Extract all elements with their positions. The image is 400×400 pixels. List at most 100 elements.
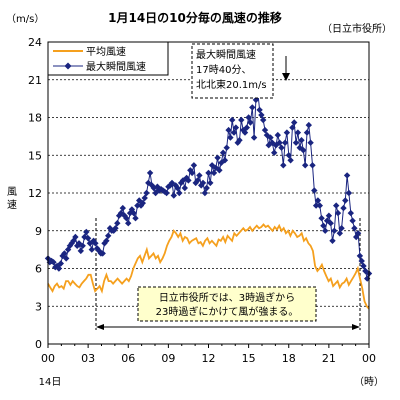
max-gust-point	[260, 116, 267, 124]
y-tick-label: 0	[35, 338, 42, 351]
max-gust-point	[305, 121, 312, 129]
max-gust-point	[216, 167, 223, 174]
max-gust-point	[347, 209, 354, 217]
legend-avg-label: 平均風速	[86, 46, 126, 58]
max-gust-point	[170, 192, 177, 199]
max-gust-point	[188, 169, 196, 177]
x-tick-label: 18	[282, 352, 296, 365]
period-arrow-left-head	[96, 324, 104, 330]
max-gust-point	[146, 169, 154, 177]
max-gust-point	[249, 104, 256, 111]
max-gust-point	[201, 189, 209, 197]
max-gust-point	[81, 233, 88, 241]
max-gust-point	[343, 172, 351, 179]
max-gust-point	[349, 217, 356, 224]
max-gust-point	[325, 212, 333, 219]
max-gust-point	[92, 240, 99, 247]
max-gust-point	[322, 227, 329, 234]
max-gust-point	[230, 129, 238, 136]
max-gust-point	[302, 162, 309, 169]
x-tick-label: 06	[121, 352, 135, 365]
max-gust-point	[345, 189, 353, 197]
x-tick-label: 00	[41, 352, 55, 365]
max-gust-point	[285, 152, 292, 159]
max-gust-point	[241, 129, 249, 136]
max-gust-point	[210, 169, 218, 177]
max-gust-point	[252, 96, 260, 104]
max-gust-point	[88, 246, 95, 253]
max-gust-point	[94, 245, 101, 252]
x-tick-label: 09	[161, 352, 175, 365]
max-gust-point	[205, 169, 212, 177]
x-tick-labels: 00 03 06 09 12 15 18 21 00	[41, 344, 376, 365]
max-gust-point	[143, 189, 150, 197]
max-gust-point	[336, 230, 343, 237]
max-gust-point	[79, 242, 86, 249]
max-gust-point	[77, 247, 84, 255]
max-gust-point	[227, 134, 234, 141]
y-tick-labels: 0 3 6 9 12 15 18 21 24	[28, 36, 42, 351]
max-gust-point	[256, 106, 263, 114]
max-gust-point	[110, 227, 117, 234]
max-gust-point	[303, 129, 311, 136]
max-gust-point	[95, 247, 103, 255]
y-tick-label: 9	[35, 225, 42, 238]
max-gust-point	[72, 233, 79, 241]
y-tick-label: 15	[28, 149, 42, 162]
max-gust-point	[190, 162, 198, 169]
max-gust-point	[316, 202, 323, 209]
max-gust-point	[294, 129, 302, 136]
max-gust-point	[334, 209, 342, 217]
max-gust-point	[312, 202, 320, 209]
y-unit-label: （m/s）	[6, 13, 44, 25]
y-tick-label: 24	[28, 36, 42, 49]
max-gust-point	[163, 189, 170, 197]
y-tick-label: 12	[28, 187, 42, 200]
max-gust-point	[176, 189, 183, 197]
plot-frame	[47, 41, 370, 345]
max-gust-point	[236, 137, 243, 144]
period-note-box	[137, 286, 317, 322]
max-gust-point	[50, 259, 57, 266]
y-tick-label: 3	[35, 300, 42, 313]
max-gust-point	[214, 154, 221, 161]
max-gust-point	[276, 139, 283, 146]
peak-note-box	[191, 43, 274, 99]
legend-max-label: 最大瞬間風速	[86, 60, 146, 73]
max-gust-point	[283, 129, 291, 136]
max-gust-point	[61, 250, 68, 257]
max-gust-point	[125, 220, 132, 227]
max-gust-point	[281, 139, 289, 146]
period-arrow-right-head	[352, 324, 360, 330]
x-tick-label: 00	[362, 352, 376, 365]
max-gust-point	[232, 124, 240, 131]
max-gust-point	[311, 187, 318, 194]
max-gust-point	[356, 252, 364, 260]
max-gust-point	[103, 237, 110, 244]
max-gust-point	[115, 212, 123, 219]
max-gust-point	[298, 137, 305, 144]
max-gust-point	[278, 144, 285, 151]
max-gust-point	[229, 116, 236, 124]
max-gust-point	[250, 134, 258, 141]
max-gust-point	[342, 197, 349, 204]
max-gust-point	[247, 119, 254, 126]
chart-title: 1月14日の10分毎の風速の推移	[108, 10, 282, 25]
max-gust-point	[53, 262, 61, 270]
max-gust-point	[194, 177, 201, 184]
max-gust-point	[134, 202, 141, 209]
max-gust-point	[338, 225, 345, 232]
max-gust-point	[300, 147, 307, 154]
x-tick-label: 21	[322, 352, 336, 365]
max-gust-point	[112, 225, 119, 232]
max-gust-point	[181, 184, 188, 192]
max-gust-point	[63, 255, 70, 262]
peak-note-line-2: 17時40分、	[196, 64, 251, 76]
source-label: （日立市役所）	[322, 22, 392, 35]
max-gust-point	[287, 157, 294, 164]
max-gust-point	[196, 172, 203, 179]
max-gust-point	[258, 111, 265, 119]
max-gust-point	[130, 209, 137, 217]
max-gust-point	[123, 215, 130, 222]
